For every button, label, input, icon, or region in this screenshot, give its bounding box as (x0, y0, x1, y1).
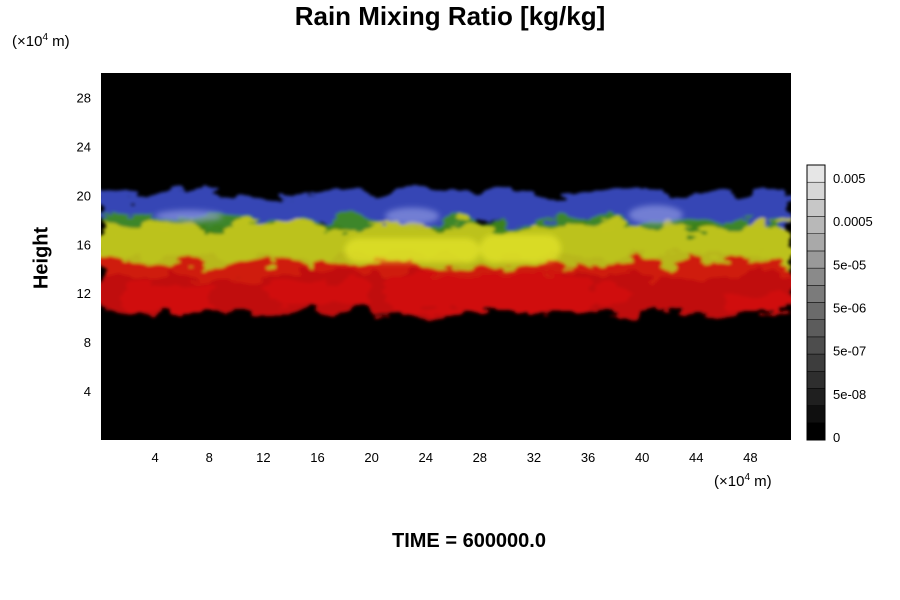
colorbar-level (806, 388, 826, 406)
x-tick-label: 36 (581, 450, 595, 465)
colorbar-tick-label: 5e-05 (833, 257, 866, 272)
colorbar-level (806, 353, 826, 372)
y-tick-label: 28 (77, 90, 91, 105)
colorbar-level (806, 181, 826, 200)
x-unit-label: (×104 m) (714, 472, 772, 490)
field-highlights (155, 205, 683, 263)
x-tick-label: 16 (310, 450, 324, 465)
colorbar-level (806, 336, 826, 355)
y-unit-label: (×104 m) (12, 32, 70, 50)
x-tick-label: 20 (364, 450, 378, 465)
x-tick-label: 8 (206, 450, 213, 465)
colorbar-frame (806, 164, 826, 441)
colorbar-level (806, 422, 826, 441)
time-label: TIME = 600000.0 (392, 530, 546, 552)
rain-cell (121, 283, 212, 312)
x-tick-label: 28 (473, 450, 487, 465)
y-tick-label: 4 (84, 384, 91, 399)
colorbar-tick-label: 0 (833, 430, 840, 445)
colorbar-level (806, 302, 826, 320)
y-tick-label: 16 (77, 237, 91, 252)
x-tick-label: 44 (689, 450, 703, 465)
field-swirl (385, 207, 440, 225)
y-tick-label: 24 (77, 139, 91, 154)
y-tick-label: 20 (77, 188, 91, 203)
colorbar-level (806, 371, 826, 389)
colorbar-tick-label: 5e-08 (833, 387, 866, 402)
x-tick-labels: 4 8 12 16 20 24 28 32 36 40 44 48 (152, 450, 758, 465)
y-tick-label: 12 (77, 286, 91, 301)
colorbar-level (806, 267, 826, 286)
colorbar-level (806, 250, 826, 269)
rain-cell (385, 274, 589, 312)
colorbar-tick-label: 5e-07 (833, 344, 866, 359)
rain-cell (574, 287, 629, 306)
field-highlight (344, 238, 480, 263)
chart-title: Rain Mixing Ratio [kg/kg] (294, 1, 606, 31)
field-layer (101, 185, 791, 319)
colorbar-level (806, 164, 826, 183)
colorbar-level (806, 285, 826, 303)
rain-cell (263, 280, 372, 306)
x-tick-label: 48 (743, 450, 757, 465)
colorbar: 0.005 0.0005 5e-05 5e-06 5e-07 5e-08 0 (806, 164, 873, 445)
x-tick-label: 12 (256, 450, 270, 465)
colorbar-level (806, 233, 826, 252)
colorbar-level (806, 199, 826, 217)
colorbar-level (806, 216, 826, 234)
x-tick-label: 40 (635, 450, 649, 465)
colorbar-level (806, 319, 826, 338)
colorbar-level (806, 405, 826, 424)
field-swirl (628, 205, 683, 225)
x-tick-label: 24 (418, 450, 432, 465)
field-swirl (155, 210, 223, 223)
x-tick-label: 32 (527, 450, 541, 465)
y-tick-labels: 4 8 12 16 20 24 28 (77, 90, 91, 399)
x-tick-label: 4 (152, 450, 159, 465)
colorbar-tick-label: 5e-06 (833, 301, 866, 316)
colorbar-tick-label: 0.005 (833, 171, 866, 186)
field-highlight (479, 234, 561, 263)
y-tick-label: 8 (84, 335, 91, 350)
colorbar-tick-label: 0.0005 (833, 214, 873, 229)
rain-cell (723, 293, 791, 311)
